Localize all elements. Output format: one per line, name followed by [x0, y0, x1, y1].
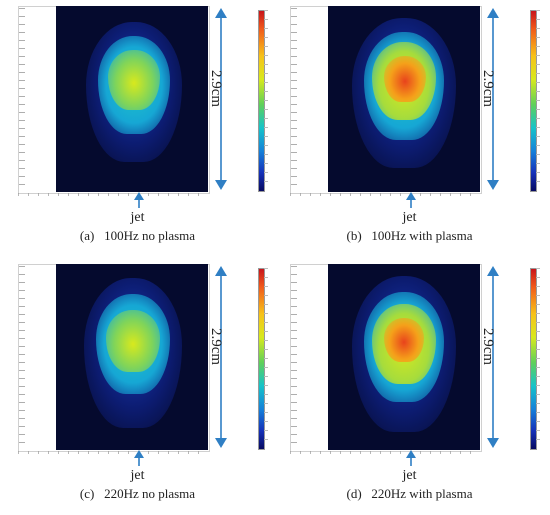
colorbar-ticks — [264, 268, 268, 448]
jet-label: jet — [402, 468, 417, 483]
jet-arrow-icon — [406, 450, 416, 466]
panel-caption: (d) 220Hz with plasma — [346, 486, 473, 501]
y-axis-ticks — [19, 8, 25, 190]
jet-label: jet — [130, 468, 145, 483]
panel-caption: (b) 100Hz with plasma — [346, 228, 473, 243]
dimension-label: 2.9cm — [208, 70, 224, 108]
panel-b: 2.9cm jet (b) 100Hz with plasma — [272, 0, 547, 257]
dimension-label: 2.9cm — [480, 70, 496, 108]
x-axis-ticks — [18, 451, 208, 454]
intensity-image — [56, 6, 208, 192]
panel-d: 2.9cm jet (d) 220Hz with plasma — [272, 258, 547, 515]
jet-arrow-icon — [406, 192, 416, 208]
jet-label: jet — [402, 210, 417, 225]
x-axis-ticks — [290, 193, 480, 196]
x-axis-ticks — [290, 451, 480, 454]
jet-label: jet — [130, 210, 145, 225]
colorbar-ticks — [536, 10, 540, 190]
dimension-label: 2.9cm — [208, 328, 224, 366]
dimension-arrow-icon — [487, 8, 499, 190]
dimension-arrow-icon — [215, 266, 227, 448]
panel-caption: (c) 220Hz no plasma — [79, 486, 196, 501]
y-axis-ticks — [291, 266, 297, 448]
dimension-arrow-icon — [215, 8, 227, 190]
intensity-image — [328, 6, 480, 192]
colorbar-ticks — [264, 10, 268, 190]
intensity-image — [56, 264, 208, 450]
panel-caption: (a) 100Hz no plasma — [79, 228, 196, 243]
y-axis-ticks — [291, 8, 297, 190]
colorbar-ticks — [536, 268, 540, 448]
panel-c: 2.9cm jet (c) 220Hz no plasma — [0, 258, 275, 515]
y-axis-ticks — [19, 266, 25, 448]
x-axis-ticks — [18, 193, 208, 196]
jet-arrow-icon — [134, 192, 144, 208]
intensity-image — [328, 264, 480, 450]
jet-arrow-icon — [134, 450, 144, 466]
panel-a: 2.9cm jet (a) 100Hz no plasma — [0, 0, 275, 257]
dimension-arrow-icon — [487, 266, 499, 448]
dimension-label: 2.9cm — [480, 328, 496, 366]
